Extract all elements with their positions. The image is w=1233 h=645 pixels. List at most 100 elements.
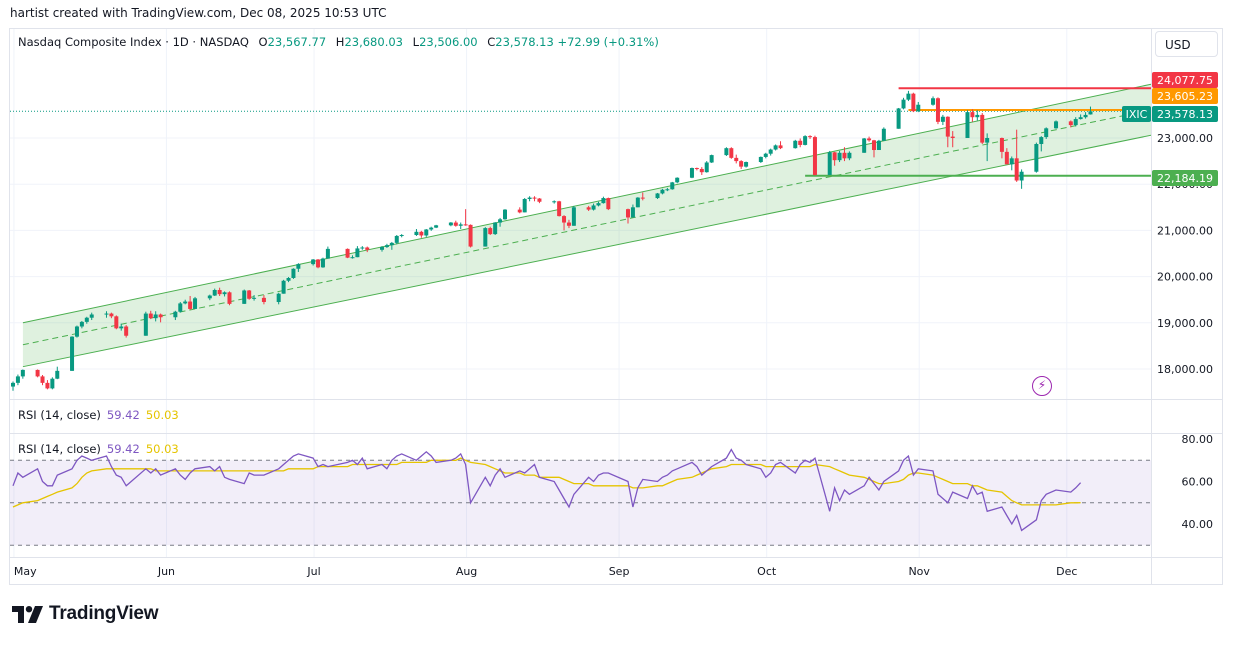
rsi-value: 59.42	[106, 442, 140, 456]
candle	[847, 151, 852, 161]
candle	[389, 241, 394, 250]
candle	[734, 154, 739, 164]
candle	[183, 299, 188, 305]
candle	[596, 201, 601, 207]
candle	[557, 200, 562, 217]
candle	[55, 366, 60, 380]
candle	[798, 138, 803, 148]
price-tag: 23,605.23	[1152, 88, 1218, 104]
price-tag: 22,184.19	[1152, 170, 1218, 186]
candle	[940, 114, 945, 126]
candle	[522, 198, 527, 213]
candle	[193, 296, 198, 309]
candle	[773, 144, 778, 151]
candle	[729, 147, 734, 159]
candle	[862, 138, 867, 153]
candle	[665, 187, 670, 192]
rsi-title-collapsed[interactable]: RSI (14, close) 59.42 50.03	[18, 408, 179, 422]
candle	[950, 131, 955, 148]
candle	[360, 246, 365, 250]
candle	[1073, 117, 1078, 127]
candle	[842, 147, 847, 162]
candle	[675, 177, 680, 184]
candle	[517, 207, 522, 214]
candle	[837, 150, 842, 163]
candle	[325, 246, 330, 259]
candle	[566, 219, 571, 229]
rsi-title[interactable]: RSI (14, close) 59.42 50.03	[18, 442, 179, 456]
candle	[640, 192, 645, 201]
symbol-tag: IXIC	[1126, 108, 1148, 121]
candle	[498, 217, 503, 227]
candle	[448, 222, 453, 227]
candle	[1044, 127, 1049, 139]
candle	[20, 369, 25, 379]
candle	[380, 246, 384, 252]
low-label: L	[412, 35, 420, 49]
candle	[296, 263, 301, 272]
candle	[694, 167, 699, 171]
candle	[1039, 136, 1044, 152]
candle	[276, 292, 281, 305]
candle	[15, 374, 20, 386]
candle	[217, 287, 222, 297]
candle	[399, 234, 404, 238]
channel-fill	[22, 84, 1151, 367]
time-axis-label: Nov	[908, 565, 930, 578]
candle	[320, 257, 325, 268]
candle	[424, 229, 429, 237]
symbol-legend[interactable]: Nasdaq Composite Index · 1D · NASDAQ O23…	[18, 35, 659, 49]
candle	[660, 188, 665, 195]
candle	[1078, 114, 1083, 120]
candle	[350, 255, 355, 259]
svg-text:23,605.23: 23,605.23	[1157, 90, 1213, 103]
candle	[50, 377, 55, 390]
channel-lower-line[interactable]	[22, 126, 1194, 368]
candle	[586, 205, 591, 211]
candle	[109, 312, 114, 319]
price-tag: 24,077.75	[1152, 72, 1218, 88]
lightning-icon[interactable]: ⚡	[1032, 376, 1052, 396]
candle	[355, 246, 360, 258]
candle	[74, 325, 79, 338]
candle	[70, 336, 75, 371]
rsi-axis-label: 80.00	[1182, 433, 1214, 446]
candle	[970, 109, 975, 122]
axes: 18,000.0019,000.0020,000.0021,000.0022,0…	[10, 29, 1222, 584]
candle	[689, 167, 694, 179]
candle	[763, 152, 768, 159]
candle	[709, 154, 714, 163]
candlestick-series	[11, 90, 1093, 391]
candle	[803, 135, 808, 146]
candle	[1004, 148, 1009, 165]
candle	[1054, 120, 1059, 129]
time-axis-label: Jul	[306, 565, 320, 578]
candle	[281, 279, 286, 294]
candle	[670, 181, 675, 190]
candle	[881, 127, 886, 141]
price-axis-label: 19,000.00	[1157, 317, 1213, 330]
candle	[207, 294, 212, 301]
candle	[40, 375, 45, 386]
candle	[768, 148, 773, 156]
candle	[483, 227, 488, 247]
svg-text:23,578.13: 23,578.13	[1157, 108, 1213, 121]
candle	[1068, 120, 1073, 128]
high-value: 23,680.03	[344, 35, 403, 49]
tradingview-logo-icon	[12, 605, 43, 623]
close-label: C	[487, 35, 496, 49]
rsi-ma-line	[12, 457, 1081, 508]
candle	[532, 196, 537, 202]
currency-button[interactable]: USD	[1155, 31, 1218, 57]
time-axis-label: Dec	[1056, 565, 1077, 578]
candle	[630, 204, 635, 218]
candle	[286, 277, 291, 283]
candle	[394, 235, 399, 245]
candle	[945, 116, 950, 148]
candle	[867, 136, 872, 142]
time-axis-label: Oct	[757, 565, 777, 578]
candle	[827, 150, 832, 175]
rsi-line	[12, 448, 1082, 532]
tradingview-logo-text: TradingView	[49, 603, 159, 624]
